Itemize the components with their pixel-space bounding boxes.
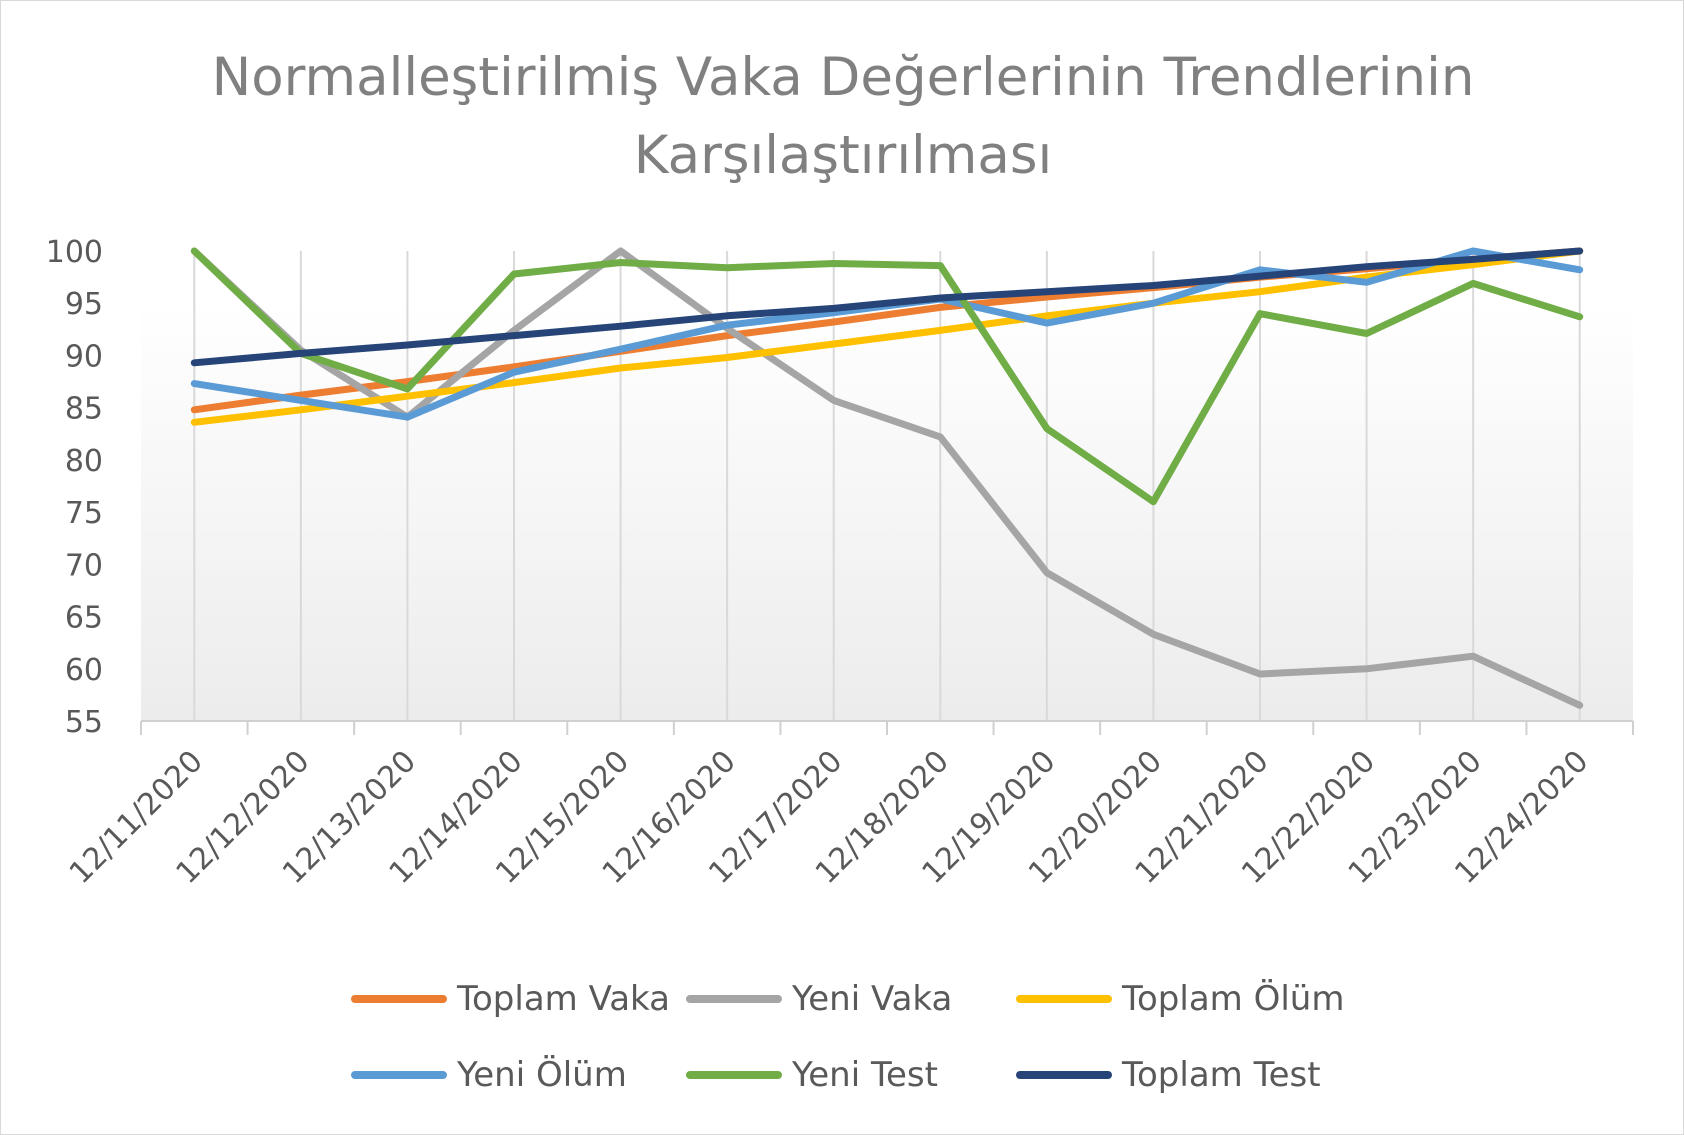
legend-swatch [1016,995,1112,1003]
y-tick-label: 65 [65,601,103,636]
legend-swatch [1016,1071,1112,1079]
chart-plot-area: 55 60 65 70 75 80 85 90 95 100 12/11/202012/12/20… [46,235,1634,891]
plot-background [141,303,1633,721]
series-line-yeni-vaka [190,247,1584,709]
legend-label: Yeni Test [792,1055,938,1095]
legend-label: Yeni Vaka [792,979,953,1019]
series-line-toplam-test [190,247,1584,367]
y-tick-label: 90 [65,339,103,374]
legend-item: Yeni Vaka [686,969,952,1029]
legend-swatch [686,995,782,1003]
legend-label: Yeni Ölüm [457,1055,627,1095]
y-axis-tick-labels: 55 60 65 70 75 80 85 90 95 100 [46,235,103,740]
series-line-yeni-test [190,247,1584,506]
y-tick-label: 70 [65,548,103,583]
y-tick-label: 60 [65,653,103,688]
legend-swatch [351,1071,447,1079]
legend-swatch [686,1071,782,1079]
chart-title-line-2: Karşılaştırılması [633,125,1053,186]
legend: Toplam Vaka Yeni Vaka Toplam Ölüm Yeni Ölüm… [1,969,1684,1129]
y-tick-label: 55 [65,705,103,740]
legend-item: Toplam Ölüm [1016,969,1344,1029]
legend-label: Toplam Ölüm [1122,979,1345,1019]
y-tick-label: 80 [65,444,103,479]
y-tick-label: 75 [65,496,103,531]
legend-item: Toplam Test [1016,1045,1321,1105]
y-tick-label: 95 [65,287,103,322]
legend-item: Yeni Test [686,1045,938,1105]
x-axis-tick-labels: 12/11/202012/12/202012/13/202012/14/2020… [63,744,1595,891]
legend-label: Toplam Vaka [457,979,670,1019]
y-tick-label: 85 [65,392,103,427]
legend-item: Toplam Vaka [351,969,670,1029]
legend-swatch [351,995,447,1003]
legend-item: Yeni Ölüm [351,1045,627,1105]
legend-label: Toplam Test [1122,1055,1321,1095]
y-tick-label: 100 [46,235,103,270]
chart-title: Normalleştirilmiş Vaka Değerlerinin Tren… [1,39,1684,195]
series-lines [190,247,1584,709]
axes [140,720,1634,735]
chart-title-line-1: Normalleştirilmiş Vaka Değerlerinin Tren… [211,47,1475,108]
